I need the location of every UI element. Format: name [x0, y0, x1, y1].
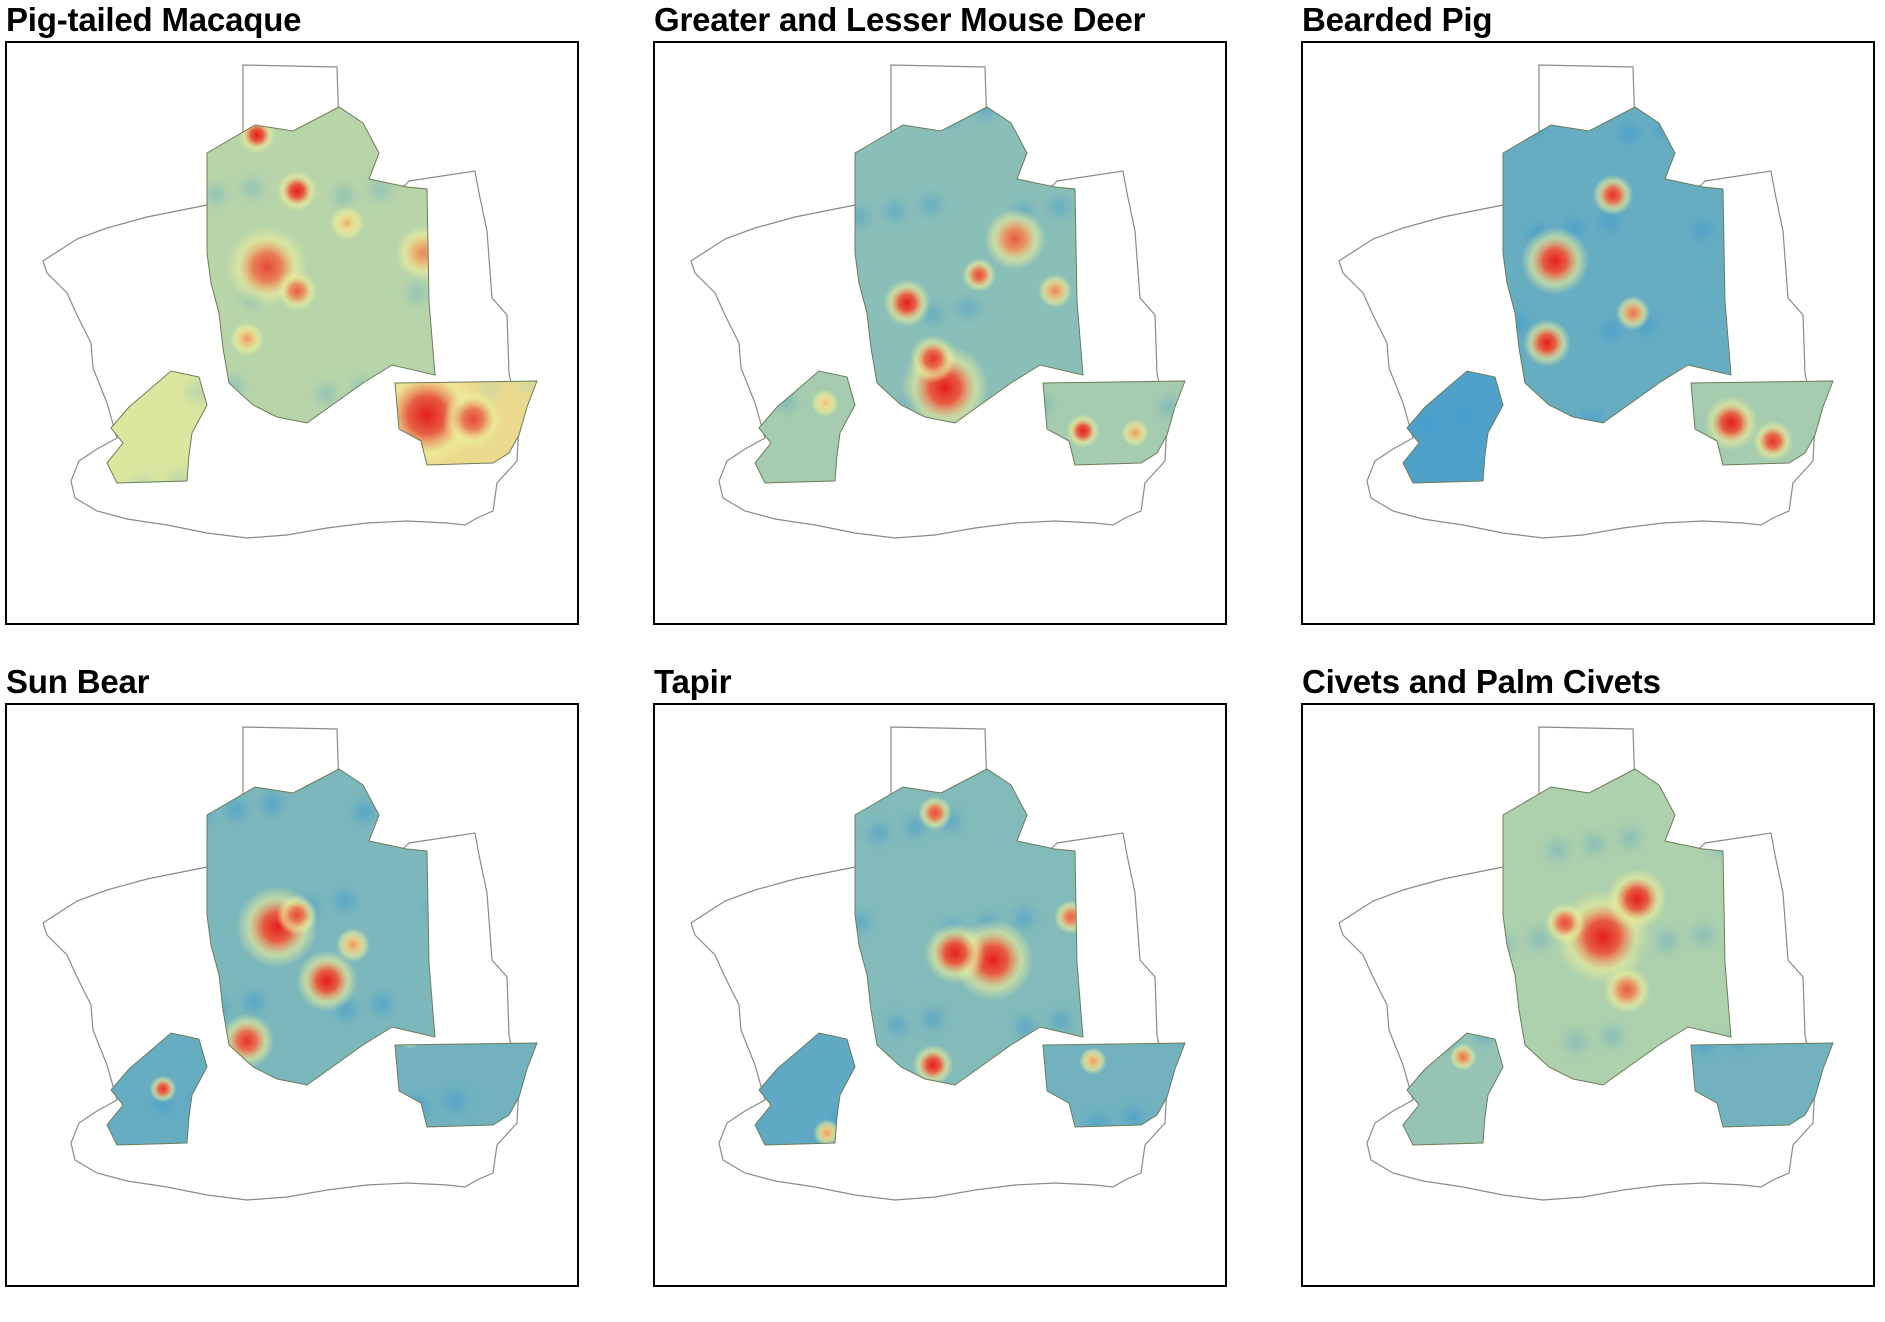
zone-outline-main: [854, 106, 1084, 424]
zone-outline-southeast: [1690, 1042, 1834, 1128]
map-canvas: [690, 64, 1186, 539]
hotspot: [813, 1119, 841, 1145]
hotspot: [1449, 1043, 1477, 1071]
map-panel: Tapir: [648, 662, 1228, 1322]
hotspot: [912, 1044, 954, 1085]
map-panel: Pig-tailed Macaque: [0, 0, 580, 660]
zone-outline-southeast: [1042, 380, 1186, 466]
map-frame: [1301, 703, 1875, 1287]
zone-outline-southwest: [1402, 1032, 1504, 1146]
map-frame: [5, 703, 579, 1287]
zone-outline-main: [206, 106, 436, 424]
hotspot: [276, 270, 318, 312]
hotspot: [1666, 107, 1728, 150]
zone-southwest: [1403, 371, 1503, 483]
map-canvas: [690, 726, 1186, 1201]
zone-outline-southwest: [754, 370, 856, 484]
zone-outline-southeast: [394, 1042, 538, 1128]
hotspot: [442, 388, 504, 450]
hotspot: [883, 279, 931, 327]
zone-outline-main: [1502, 106, 1732, 424]
map-panel: Civets and Palm Civets: [1296, 662, 1876, 1322]
hotspot: [296, 950, 358, 1012]
map-canvas: [1338, 726, 1834, 1201]
zone-outline-southeast: [1042, 1042, 1186, 1128]
hotspot: [909, 335, 957, 383]
zone-outline-southwest: [106, 1032, 208, 1146]
hotspot: [1038, 274, 1072, 308]
hotspot: [1752, 420, 1794, 462]
hotspot: [149, 1075, 177, 1103]
hotspot: [918, 796, 952, 830]
map-frame: [1301, 41, 1875, 625]
zone-outline-southwest: [754, 1032, 856, 1146]
hotspot: [811, 389, 839, 417]
map-panel: Greater and Lesser Mouse Deer: [648, 0, 1228, 660]
hotspot: [1523, 319, 1571, 367]
map-panel: Sun Bear: [0, 662, 580, 1322]
zone-outline-main: [854, 768, 1084, 1086]
map-frame: [5, 41, 579, 625]
map-panel: Bearded Pig: [1296, 0, 1876, 660]
hotspot: [276, 170, 318, 212]
panel-title: Greater and Lesser Mouse Deer: [654, 1, 1146, 38]
panel-title: Bearded Pig: [1302, 1, 1493, 38]
zone-southeast: [1043, 1043, 1185, 1127]
hotspot: [1703, 395, 1759, 451]
zone-outline-southwest: [1402, 370, 1504, 484]
hotspot: [984, 208, 1046, 270]
hotspot: [924, 922, 986, 984]
zone-outline-southwest: [106, 370, 208, 484]
hotspot: [1121, 419, 1149, 447]
hotspot: [962, 258, 996, 292]
hotspot: [330, 206, 364, 240]
map-canvas: [42, 726, 538, 1201]
hotspot: [1603, 966, 1651, 1014]
map-canvas: [42, 64, 538, 539]
zone-outline-main: [1502, 768, 1732, 1086]
zone-outline-southeast: [394, 380, 538, 466]
hotspot: [276, 894, 318, 936]
hotspot: [1544, 902, 1586, 944]
panel-title: Tapir: [654, 663, 732, 700]
map-frame: [653, 703, 1227, 1287]
panel-title: Pig-tailed Macaque: [6, 1, 302, 38]
panel-title: Civets and Palm Civets: [1302, 663, 1661, 700]
map-canvas: [1338, 64, 1834, 539]
hotspot: [395, 225, 435, 281]
hotspot: [1079, 1047, 1107, 1075]
zone-outline-southeast: [1690, 380, 1834, 466]
hotspot: [1521, 227, 1589, 295]
map-frame: [653, 41, 1227, 625]
hotspot: [1066, 414, 1100, 448]
zone-outline-main: [206, 768, 436, 1086]
hotspot: [336, 928, 370, 962]
hotspot: [230, 322, 264, 356]
hotspot: [1616, 296, 1650, 330]
panel-title: Sun Bear: [6, 663, 150, 700]
hotspot: [1592, 174, 1634, 216]
hotspot: [1606, 868, 1668, 930]
